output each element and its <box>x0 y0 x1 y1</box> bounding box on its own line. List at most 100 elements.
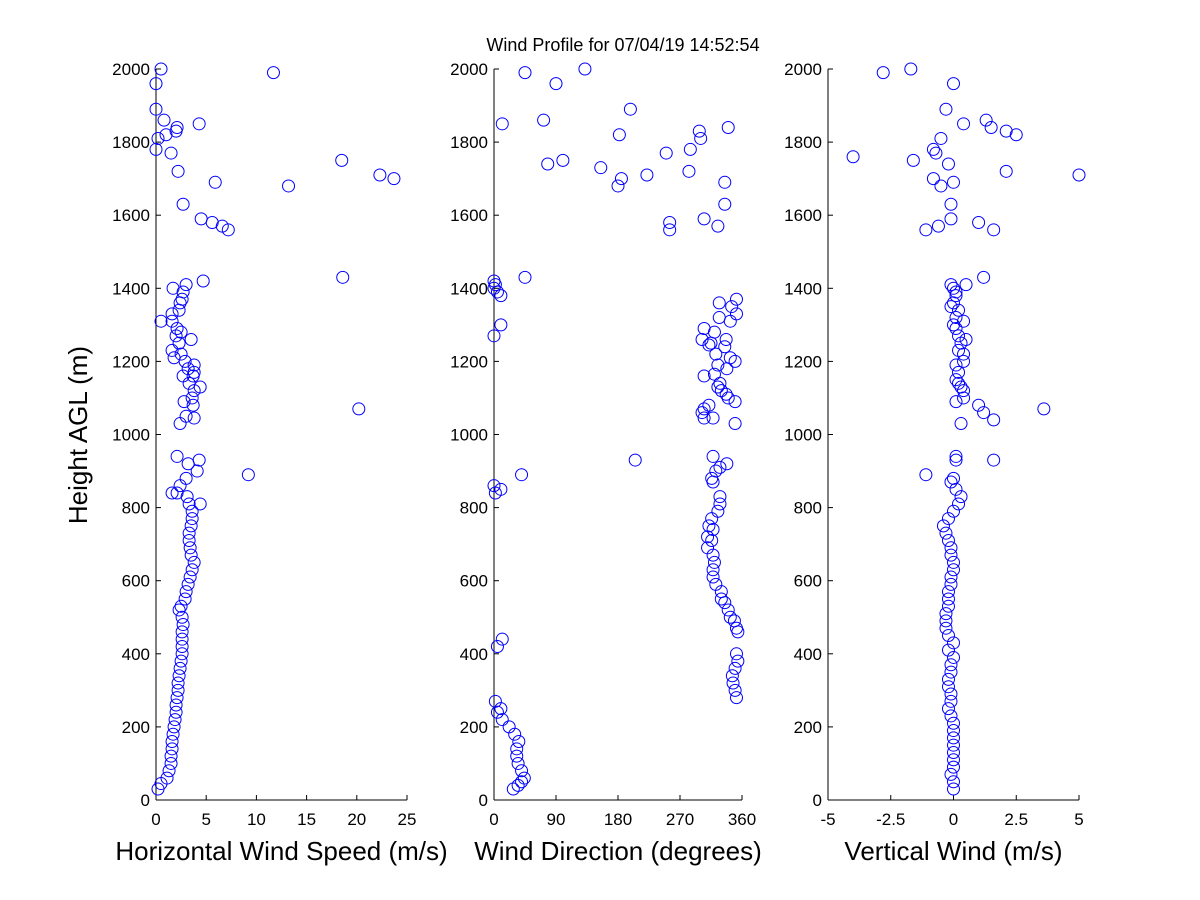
x-tick-label: 0 <box>151 810 160 829</box>
data-point <box>947 281 960 295</box>
data-point <box>159 128 173 142</box>
data-point <box>502 720 516 734</box>
x-tick-label: -2.5 <box>876 810 905 829</box>
data-point <box>663 216 677 230</box>
data-point <box>947 724 960 738</box>
data-point <box>947 318 960 332</box>
data-point <box>695 332 709 346</box>
data-point <box>934 131 948 145</box>
data-point <box>192 117 206 131</box>
data-point <box>904 62 918 76</box>
data-point <box>952 303 966 317</box>
data-point <box>663 223 677 237</box>
data-point <box>170 486 184 500</box>
data-point <box>692 124 706 138</box>
data-point <box>174 325 188 339</box>
data-point <box>177 395 191 409</box>
data-point <box>949 358 963 372</box>
data-point <box>720 457 734 471</box>
data-point <box>282 179 296 193</box>
data-point <box>628 453 642 467</box>
data-point <box>578 62 592 76</box>
data-point <box>171 676 185 690</box>
data-point <box>176 197 190 211</box>
x-tick-label: 5 <box>1074 810 1083 829</box>
data-point <box>941 585 955 599</box>
panel-direction: 0 200 400 600 800 1000 1200 1400 1600 1800 2000 0 90… <box>450 60 762 866</box>
data-point <box>187 411 201 425</box>
data-point <box>373 168 387 182</box>
data-point <box>957 384 971 398</box>
x-tick-label: 0 <box>949 810 958 829</box>
y-tick-label: 600 <box>460 572 488 591</box>
y-tick-label: 1800 <box>112 133 150 152</box>
data-point <box>556 153 570 167</box>
data-point <box>511 756 525 770</box>
data-point <box>149 77 163 91</box>
data-point <box>941 512 955 526</box>
data-point <box>949 311 963 325</box>
data-point <box>705 533 719 547</box>
y-tick-label: 1600 <box>112 206 150 225</box>
data-point <box>944 687 958 701</box>
x-tick-label: -5 <box>820 810 835 829</box>
data-point <box>171 683 185 697</box>
y-tick-label: 0 <box>141 791 150 810</box>
data-point <box>165 735 179 749</box>
x-tick-label: 270 <box>666 810 694 829</box>
data-point <box>941 157 955 171</box>
data-point <box>729 292 743 306</box>
data-point <box>906 153 920 167</box>
data-point <box>196 274 210 288</box>
data-point <box>723 351 737 365</box>
data-point <box>172 603 186 617</box>
data-point <box>174 599 188 613</box>
x-axis-label: Wind Direction (degrees) <box>474 836 762 866</box>
data-point <box>701 541 715 555</box>
y-tick-label: 1600 <box>784 206 822 225</box>
data-point <box>952 365 966 379</box>
x-axis-label: Vertical Wind (m/s) <box>844 836 1062 866</box>
data-point <box>936 519 950 533</box>
data-point <box>711 504 725 518</box>
data-point <box>185 504 199 518</box>
data-point <box>944 767 958 781</box>
data-point <box>173 479 187 493</box>
data-point <box>175 610 189 624</box>
y-tick-label: 0 <box>813 791 822 810</box>
data-point <box>179 409 193 423</box>
data-point <box>713 490 727 504</box>
data-point <box>490 285 504 299</box>
data-point <box>711 219 725 233</box>
data-point <box>175 647 189 661</box>
data-point <box>707 367 721 381</box>
data-point <box>169 705 183 719</box>
data-point <box>192 453 206 467</box>
data-point <box>594 161 608 175</box>
data-point <box>241 468 255 482</box>
data-point <box>164 756 178 770</box>
data-point <box>172 336 186 350</box>
y-tick-label: 1200 <box>112 352 150 371</box>
data-point <box>726 676 740 690</box>
data-point <box>160 771 174 785</box>
y-tick-label: 1800 <box>784 133 822 152</box>
data-point <box>541 157 555 171</box>
data-point <box>175 639 189 653</box>
data-point <box>170 449 184 463</box>
data-point <box>488 694 502 708</box>
data-point <box>208 175 222 189</box>
data-point <box>175 625 189 639</box>
data-point <box>612 128 626 142</box>
data-point <box>941 680 955 694</box>
data-point <box>926 172 940 186</box>
x-tick-label: 20 <box>347 810 366 829</box>
data-point <box>518 66 532 80</box>
data-point <box>714 592 728 606</box>
data-point <box>623 102 637 116</box>
y-tick-label: 400 <box>794 645 822 664</box>
data-point <box>959 332 973 346</box>
data-point <box>705 512 719 526</box>
data-point <box>1072 168 1086 182</box>
